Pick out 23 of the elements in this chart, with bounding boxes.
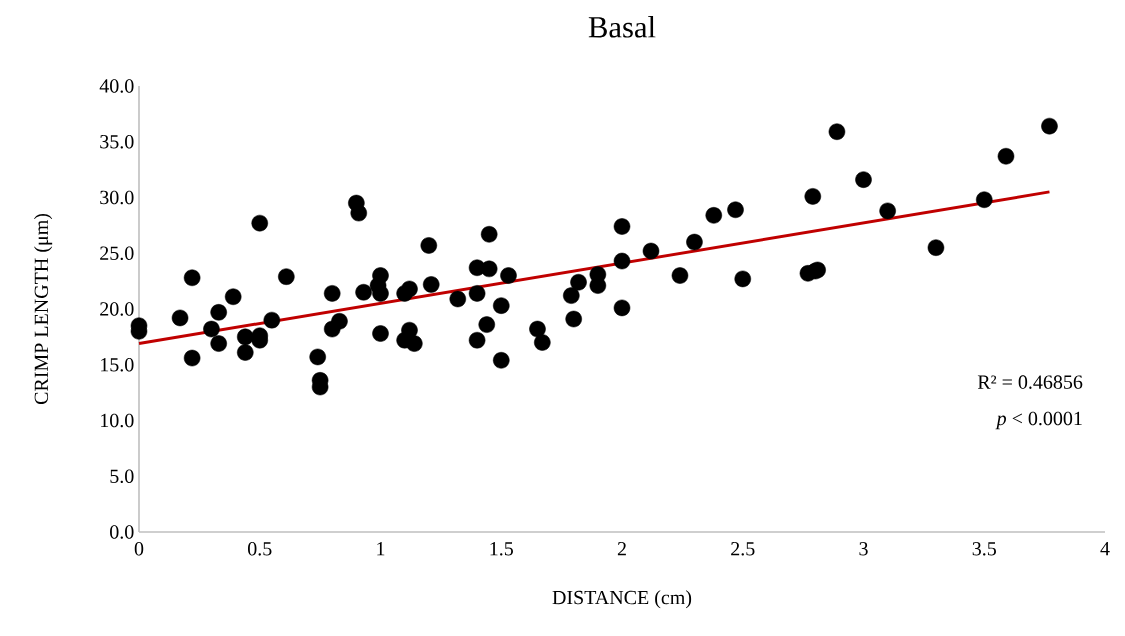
x-tick-label: 3.5 — [972, 542, 996, 556]
y-tick-label: 20.0 — [100, 302, 134, 316]
y-tick-label: 10.0 — [101, 413, 134, 428]
y-axis-title: CRIMP LENGTH (μm) — [34, 213, 53, 405]
x-tick-label: 0 — [134, 542, 144, 556]
y-tick-label: 0.0 — [110, 525, 134, 539]
y-tick-label: 30.0 — [100, 190, 134, 205]
x-tick-label: 4 — [1100, 542, 1110, 556]
y-tick-label: 5.0 — [110, 469, 134, 484]
x-tick-label: 1 — [377, 542, 385, 556]
x-tick-label: 2 — [617, 542, 626, 556]
x-tick-label: 0.5 — [248, 542, 272, 556]
x-tick-label: 1.5 — [490, 542, 513, 556]
y-tick-label: 15.0 — [101, 357, 134, 372]
y-tick-label: 25.0 — [100, 246, 134, 261]
annotation: p < 0.0001 — [995, 411, 1082, 430]
y-tick-label: 40.0 — [99, 79, 134, 93]
x-tick-label: 2.5 — [731, 542, 755, 556]
x-tick-label: 3 — [859, 542, 868, 556]
annotation: R² = 0.46856 — [977, 375, 1083, 389]
x-axis-title: DISTANCE (cm) — [552, 590, 692, 609]
chart-title: Basal — [588, 16, 656, 38]
y-tick-label: 35.0 — [100, 134, 134, 149]
